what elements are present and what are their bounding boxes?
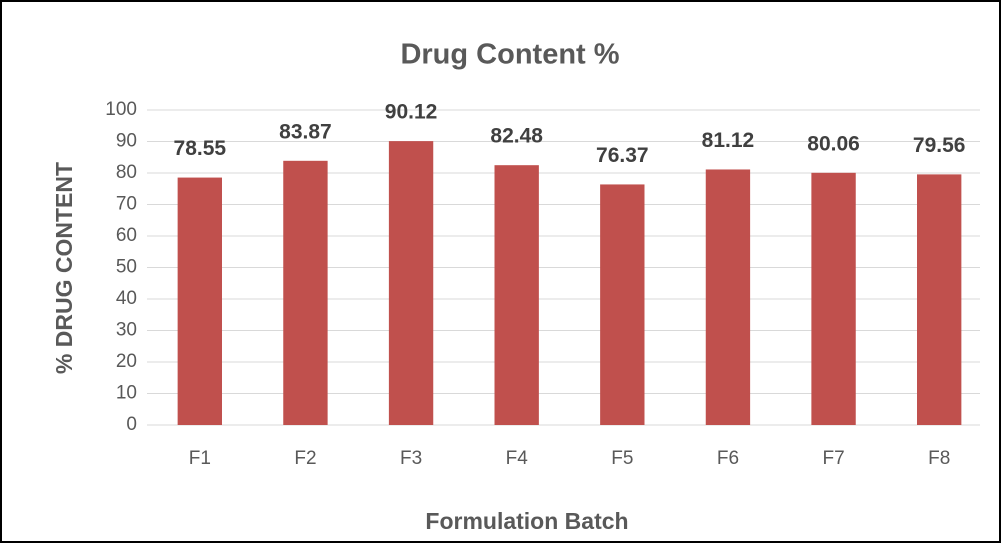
- x-tick-label: F2: [294, 448, 316, 469]
- bar: [705, 169, 751, 425]
- y-tick-label: 80: [116, 162, 137, 183]
- bar: [388, 141, 434, 425]
- bar: [917, 174, 962, 425]
- y-tick-label: 30: [116, 320, 137, 341]
- x-axis-title: Formulation Batch: [425, 508, 628, 534]
- data-label: 83.87: [279, 120, 332, 143]
- y-tick-label: 10: [116, 383, 137, 404]
- data-label: 79.56: [913, 134, 966, 157]
- x-tick-label: F4: [506, 448, 529, 469]
- x-tick-label: F3: [400, 448, 422, 469]
- bar: [494, 165, 539, 426]
- chart-title: Drug Content %: [400, 39, 619, 71]
- data-label: 90.12: [385, 101, 438, 124]
- y-axis-title: % DRUG CONTENT: [51, 162, 77, 374]
- data-label: 82.48: [490, 125, 543, 148]
- data-label: 81.12: [702, 129, 755, 152]
- y-tick-label: 70: [116, 194, 137, 215]
- y-tick-label: 100: [105, 99, 137, 120]
- x-tick-label: F8: [928, 448, 950, 469]
- bar: [283, 160, 328, 425]
- x-tick-label: F6: [717, 448, 739, 469]
- data-label: 80.06: [807, 132, 860, 155]
- y-tick-label: 0: [126, 414, 137, 435]
- data-label: 76.37: [596, 144, 649, 167]
- x-tick-label: F7: [822, 448, 844, 469]
- y-tick-label: 60: [116, 225, 137, 246]
- y-tick-label: 40: [116, 288, 137, 309]
- x-tick-label: F1: [189, 448, 211, 469]
- bar: [811, 172, 856, 425]
- y-tick-label: 50: [116, 257, 137, 278]
- y-tick-label: 90: [116, 131, 137, 152]
- y-tick-label: 20: [116, 351, 137, 372]
- bar: [177, 177, 222, 425]
- data-label: 78.55: [174, 137, 227, 160]
- x-tick-label: F5: [611, 448, 633, 469]
- bar: [600, 184, 645, 425]
